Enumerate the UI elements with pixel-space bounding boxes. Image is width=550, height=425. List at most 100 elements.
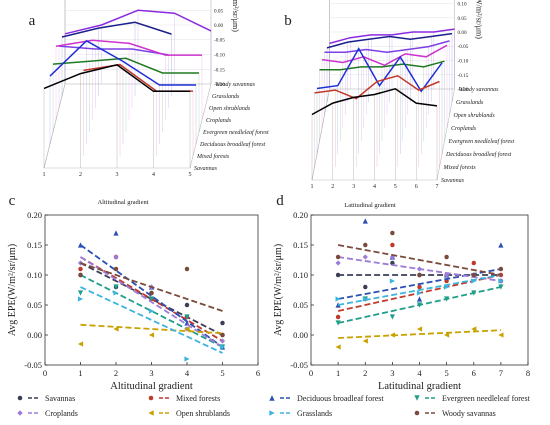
point-woody-savannas [78, 272, 83, 278]
point-open-shrublands [498, 332, 504, 338]
point-grasslands [362, 296, 368, 302]
panel-a: -0.20-0.15-0.10-0.050.000.050.100.150.20… [29, 0, 269, 206]
point-deciduous-broadleaf-forest [498, 242, 504, 248]
x-tick-label: 3 [116, 172, 119, 178]
point-evergreen-needleleaf-forest [498, 284, 504, 290]
point-open-shrublands [471, 326, 477, 332]
legend-marker-croplands [17, 410, 23, 416]
point-grasslands [498, 278, 504, 284]
panel-b: -0.20-0.15-0.10-0.050.000.050.100.150.20… [284, 0, 514, 209]
x-tick-label: 4 [152, 172, 155, 178]
z-tick-label: -0.10 [458, 59, 469, 65]
y-tick-label: 0.15 [27, 240, 42, 250]
point-savannas [390, 260, 395, 266]
z-tick-label: -0.05 [458, 44, 469, 50]
point-open-shrublands [444, 332, 450, 338]
x-tick-label: 6 [472, 368, 476, 378]
x-tick-label: 3 [390, 368, 394, 378]
point-savannas [220, 320, 225, 326]
panel-c: -0.05 0.00 0.05 0.10 0.15 0.20 0 1 2 3 4 5 6 Altitudi… [7, 193, 260, 392]
point-woody-savannas [363, 242, 368, 248]
point-mixed-forests [78, 266, 83, 272]
series-label-evergreen-needleleaf-forest: Evergreen needleleaf forest [448, 138, 515, 145]
z-tick-label: 0.05 [214, 8, 223, 14]
series-line-mixed-forests [314, 74, 440, 100]
point-grasslands [113, 290, 119, 296]
legend-marker-savannas [17, 395, 23, 401]
point-grasslands [77, 296, 84, 302]
y-tick-label: -0.05 [24, 360, 42, 370]
x-tick-label: 4 [185, 368, 190, 378]
x-tick-label: 5 [394, 184, 397, 190]
point-deciduous-broadleaf-forest [362, 218, 368, 224]
y-tick-label: 0.15 [293, 240, 308, 250]
point-grasslands [148, 308, 155, 314]
panel-letter: b [284, 13, 292, 29]
legend-marker-mixed-forests [148, 395, 154, 401]
z-tick-label: -0.05 [214, 38, 225, 44]
point-mixed-forests [390, 242, 395, 248]
x-tick-label: 4 [373, 184, 376, 190]
legend-label-grasslands: Grasslands [297, 409, 332, 418]
series-line-savannas [43, 63, 190, 93]
series-line-grasslands [61, 21, 172, 38]
series-label-savannas: Savannas [194, 166, 218, 172]
point-open-shrublands [113, 326, 119, 332]
point-evergreen-needleleaf-forest [184, 314, 190, 320]
x-tick-label: 8 [526, 368, 530, 378]
panel-d: -0.05 0.00 0.05 0.10 0.15 0.20 0 1 2 3 4 5 6 7 8 Latitu… [273, 193, 530, 392]
x-tick-label: 5 [220, 368, 224, 378]
legend-label-evergreen-needleleaf-forest: Evergreen needleleaf forest [442, 394, 531, 403]
legend-marker-woody-savannas [414, 410, 420, 416]
x-tick-label: 1 [43, 172, 46, 178]
point-grasslands [184, 356, 190, 362]
point-woody-savannas [471, 272, 477, 278]
series-line-croplands [321, 44, 448, 67]
point-croplands [416, 266, 423, 272]
series-line-open-shrublands [58, 45, 169, 56]
y-tick-label: 0.05 [293, 300, 308, 310]
point-croplands [219, 338, 226, 344]
legend-label-woody-savannas: Woody savannas [442, 409, 496, 418]
z-tick-label: -0.15 [214, 67, 225, 73]
x-tick-label: 1 [336, 368, 340, 378]
point-croplands [335, 260, 341, 266]
x-tick-label: 0 [309, 368, 313, 378]
point-savannas [184, 302, 190, 308]
x-tick-label: 4 [417, 368, 422, 378]
series-line-evergreen-needleleaf-forest [319, 60, 445, 71]
point-evergreen-needleleaf-forest [77, 290, 84, 296]
x-tick-label: 6 [256, 368, 260, 378]
point-grasslands [389, 278, 395, 284]
point-open-shrublands [389, 332, 395, 338]
point-deciduous-broadleaf-forest [77, 242, 84, 248]
y-tick-label: 0.20 [27, 210, 42, 220]
point-evergreen-needleleaf-forest [389, 314, 395, 320]
series-label-deciduous-broadleaf-forest: Deciduous broadleaf forest [199, 141, 266, 148]
x-axis-label: Latitudinal gradient [378, 381, 461, 392]
point-evergreen-needleleaf-forest [416, 302, 423, 308]
point-evergreen-needleleaf-forest [335, 320, 341, 326]
z-tick-label: 0.00 [214, 23, 223, 29]
point-deciduous-broadleaf-forest [416, 296, 423, 302]
series-label-woody-savannas: Woody savannas [459, 87, 500, 93]
point-woody-savannas [184, 266, 190, 272]
point-croplands [389, 254, 395, 260]
series-line-croplands [55, 39, 202, 56]
legend-label-savannas: Savannas [45, 394, 75, 403]
z-axis-label: Avg EPE(W/m²/sr/μm) [231, 0, 240, 32]
point-open-shrublands [416, 326, 423, 332]
point-savannas [335, 272, 341, 278]
legend-label-mixed-forests: Mixed forests [176, 394, 220, 403]
x-tick-label: 2 [114, 368, 118, 378]
y-tick-label: 0.10 [27, 270, 42, 280]
y-axis-label: Avg EPE(W/m²/sr/μm) [7, 244, 18, 336]
series-line-deciduous-broadleaf-forest [316, 47, 443, 93]
series-label-evergreen-needleleaf-forest: Evergreen needleleaf forest [202, 129, 269, 136]
series-label-savannas: Savannas [441, 178, 465, 184]
y-tick-label: 0.00 [27, 330, 42, 340]
trend-line-open-shrublands [80, 323, 223, 335]
point-open-shrublands [184, 326, 190, 332]
panel-letter: c [9, 193, 16, 209]
